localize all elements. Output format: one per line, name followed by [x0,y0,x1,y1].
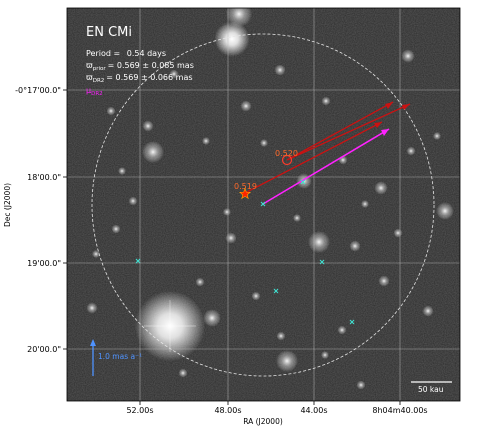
y-tick-label: -0°17'00.0" [15,86,61,95]
target-star-marker [238,187,252,200]
field-star [422,305,434,317]
field-star [195,277,205,287]
x-tick-label: 8h04m40.00s [372,406,427,415]
x-axis-title: RA (J2000) [243,417,283,426]
cross-marker [300,179,306,185]
y-tick-label: 20'00.0" [27,345,61,354]
field-star [349,240,361,252]
x-tick-label: 44.00s [300,406,327,415]
candidate-vector-b [286,103,411,161]
target-vector-head [374,122,382,128]
field-star [276,331,286,341]
cross-markers [135,179,355,325]
field-star [401,49,415,63]
field-star [378,275,390,287]
prior-value: = 0.569 ± 0.085 mas [108,61,194,70]
field-star [276,350,298,372]
field-star [374,181,388,195]
cross-marker [260,201,266,207]
mu-subscript: DR2 [91,91,103,97]
period-label: Period = [86,49,120,58]
chart-title: EN CMi [86,25,132,40]
field-star [393,228,403,238]
field-star [260,139,268,147]
target-probability-label: 0.519 [234,182,257,191]
field-star [225,232,237,244]
field-star [202,137,210,145]
candidate-vector-b-head [402,104,410,110]
field-star [240,100,252,112]
y-tick-label: 18'00.0" [27,173,61,182]
field-star [169,69,179,79]
field-star [178,368,188,378]
dr2-subscript: DR2 [93,78,105,84]
field-star [308,231,330,253]
dr2-vector-head [381,129,389,136]
field-star [223,208,231,216]
field-star [321,96,331,106]
cross-marker [319,259,325,265]
field-star [251,291,261,301]
dr2-proper-motion-vector [262,128,390,205]
cross-marker [135,258,141,264]
candidate-marker [281,154,293,166]
candidate-vector-a-head [385,102,393,109]
plot-area: 0.520 0.519 EN CMi Period = 0.54 days ϖp… [67,8,460,401]
dr2-symbol: ϖ [86,73,93,82]
coordinate-grid [67,8,460,401]
period-value: 0.54 days [127,49,166,58]
target-vector [244,121,383,194]
field-star [225,8,253,28]
field-star [86,302,98,314]
y-axis-title: Dec (J2000) [3,183,12,227]
cross-marker [273,288,279,294]
prior-symbol: ϖ [86,61,93,70]
scale-bar-label: 50 kau [418,385,444,394]
scale-vector-head [90,339,96,346]
field-star [142,141,164,163]
candidate-vector-a [286,101,394,161]
field-star [106,106,116,116]
field-star [142,120,154,132]
field-star [274,64,286,76]
y-tick-label: 19'00.0" [27,259,61,268]
field-star [134,290,206,362]
field-star [128,196,138,206]
field-star [293,214,301,222]
field-star [406,146,416,156]
dr2-vector-legend: μDR2 [86,86,103,97]
field-star [337,325,347,335]
cross-marker [349,319,355,325]
prior-parallax-line: ϖprior = 0.569 ± 0.085 mas [86,61,194,72]
dr2-value: = 0.569 ± 0.066 mas [106,73,192,82]
field-star [433,132,441,140]
x-tick-label: 48.00s [214,406,241,415]
scale-vector-label: 1.0 mas a⁻¹ [98,352,142,361]
dr2-parallax-line: ϖDR2 = 0.569 ± 0.066 mas [86,73,193,84]
candidate-probability-label: 0.520 [275,149,298,158]
x-tick-label: 52.00s [126,406,153,415]
field-star [436,202,454,220]
field-star [356,380,366,390]
axes: 52.00s 48.00s 44.00s 8h04m40.00s -0°17'00.0"… [15,86,427,415]
field-stars [86,8,454,390]
field-star [203,309,221,327]
field-star [361,200,369,208]
field-star [92,250,100,258]
field-star [118,167,126,175]
field-star [111,224,121,234]
mu-symbol: μ [86,86,91,95]
prior-subscript: prior [93,66,107,72]
field-star [214,21,250,57]
period-line: Period = 0.54 days [86,49,166,58]
plot-frame [66,7,461,402]
search-radius-circle [91,33,435,377]
field-star [321,351,329,359]
